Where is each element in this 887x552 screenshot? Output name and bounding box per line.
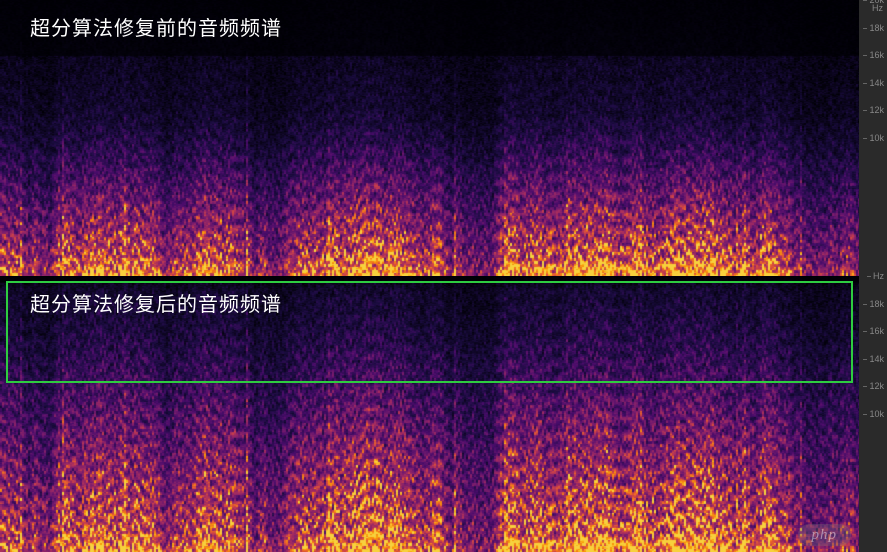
- spectrogram-comparison: 超分算法修复前的音频频谱 超分算法修复后的音频频谱 Hz 20k 18k 16k 14…: [0, 0, 887, 552]
- freq-tick: 16k: [869, 50, 884, 60]
- freq-tick: 18k: [869, 299, 884, 309]
- freq-tick: 16k: [869, 326, 884, 336]
- spectrogram-canvas-after: [0, 276, 859, 552]
- freq-tick: 14k: [869, 78, 884, 88]
- freq-tick: 10k: [869, 133, 884, 143]
- panel-after: 超分算法修复后的音频频谱: [0, 276, 859, 552]
- freq-tick: 12k: [869, 381, 884, 391]
- freq-tick: 18k: [869, 23, 884, 33]
- panel-title-before: 超分算法修复前的音频频谱: [30, 12, 282, 41]
- freq-tick: 20k: [869, 0, 884, 5]
- freq-tick: 12k: [869, 105, 884, 115]
- spectrogram-canvas-before: [0, 0, 859, 276]
- panel-title-after: 超分算法修复后的音频频谱: [30, 288, 282, 317]
- freq-tick: 14k: [869, 354, 884, 364]
- frequency-axis: Hz 20k18k16k14k12k10kHz18k16k14k12k10k: [859, 0, 887, 552]
- watermark: php: [798, 526, 852, 544]
- spectrogram-panels: 超分算法修复前的音频频谱 超分算法修复后的音频频谱: [0, 0, 859, 552]
- watermark-text: php: [798, 524, 852, 546]
- panel-before: 超分算法修复前的音频频谱: [0, 0, 859, 276]
- freq-tick: 10k: [869, 409, 884, 419]
- freq-tick: Hz: [873, 271, 884, 281]
